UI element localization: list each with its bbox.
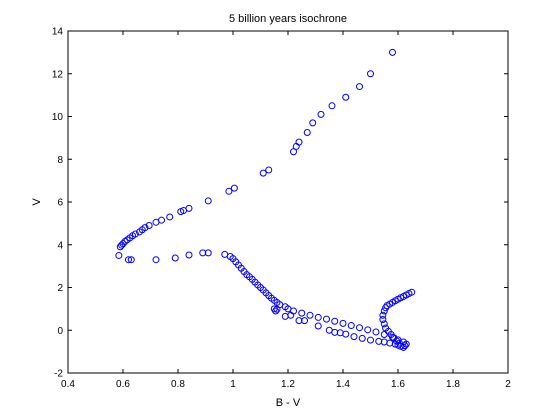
chart-title: 5 billion years isochrone bbox=[229, 13, 347, 25]
data-point bbox=[323, 315, 330, 323]
y-tick-label: 8 bbox=[57, 155, 63, 166]
data-point bbox=[273, 305, 281, 313]
data-point bbox=[309, 119, 317, 127]
data-point bbox=[136, 228, 143, 236]
data-points bbox=[115, 48, 416, 351]
data-point bbox=[380, 320, 388, 328]
data-point bbox=[339, 319, 347, 327]
y-tick-label: 14 bbox=[52, 27, 64, 38]
data-point bbox=[127, 256, 135, 264]
data-point bbox=[380, 307, 388, 315]
data-point bbox=[356, 83, 363, 91]
x-tick-label: 1 bbox=[230, 379, 236, 390]
data-point bbox=[123, 236, 131, 244]
data-point bbox=[347, 322, 355, 330]
data-point bbox=[331, 317, 339, 325]
data-point bbox=[204, 197, 212, 205]
data-point bbox=[358, 334, 366, 342]
data-point bbox=[225, 187, 233, 195]
data-point bbox=[301, 317, 308, 325]
data-point bbox=[125, 256, 132, 264]
data-point bbox=[265, 166, 273, 174]
data-point bbox=[379, 316, 387, 324]
data-point bbox=[389, 48, 396, 56]
y-tick-label: 12 bbox=[52, 69, 64, 80]
y-tick-label: -2 bbox=[54, 369, 63, 380]
data-point bbox=[298, 309, 306, 317]
data-point bbox=[306, 311, 314, 319]
data-point bbox=[342, 93, 350, 101]
data-point bbox=[364, 326, 372, 334]
data-point bbox=[116, 243, 124, 251]
data-point bbox=[356, 324, 363, 332]
y-tick-label: 6 bbox=[57, 198, 63, 209]
data-point bbox=[397, 342, 405, 350]
y-tick-label: 10 bbox=[52, 112, 64, 123]
x-tick-label: 0.4 bbox=[61, 379, 75, 390]
data-point bbox=[145, 222, 153, 230]
data-point bbox=[177, 208, 185, 216]
x-axis-ticks: 0.4 0.6 0.8 1 1.2 1.4 1.6 1.8 2 bbox=[61, 31, 511, 390]
data-point bbox=[401, 342, 409, 350]
x-tick-label: 2 bbox=[505, 379, 511, 390]
data-point bbox=[367, 70, 374, 78]
data-point bbox=[230, 184, 238, 192]
data-point bbox=[204, 249, 212, 257]
data-point bbox=[292, 142, 300, 150]
data-point bbox=[185, 251, 193, 259]
y-axis-label: V bbox=[31, 198, 43, 206]
x-axis-label: B - V bbox=[276, 397, 301, 409]
data-point bbox=[350, 333, 358, 341]
data-point bbox=[290, 148, 297, 156]
data-point bbox=[259, 169, 267, 177]
y-axis-ticks: -2 0 2 4 6 8 10 12 14 bbox=[52, 27, 508, 380]
y-tick-label: 2 bbox=[57, 283, 63, 294]
data-point bbox=[166, 213, 174, 221]
x-tick-label: 1.6 bbox=[391, 379, 405, 390]
x-tick-label: 1.4 bbox=[336, 379, 350, 390]
data-point bbox=[314, 322, 322, 330]
data-point bbox=[317, 110, 325, 118]
data-point bbox=[367, 336, 374, 344]
data-point bbox=[408, 288, 416, 296]
x-tick-label: 1.2 bbox=[281, 379, 295, 390]
data-point bbox=[379, 311, 387, 319]
data-point bbox=[314, 313, 322, 321]
data-point bbox=[272, 307, 280, 315]
data-point bbox=[171, 254, 179, 262]
data-point bbox=[152, 256, 160, 264]
x-tick-label: 0.6 bbox=[116, 379, 130, 390]
y-tick-label: 4 bbox=[57, 240, 63, 251]
y-tick-label: 0 bbox=[57, 326, 63, 337]
data-point bbox=[303, 129, 311, 137]
data-point bbox=[152, 218, 160, 226]
data-point bbox=[342, 330, 350, 338]
data-point bbox=[115, 251, 123, 259]
data-point bbox=[382, 324, 390, 332]
data-point bbox=[328, 102, 336, 110]
data-point bbox=[118, 241, 126, 249]
data-point bbox=[372, 328, 380, 336]
data-point bbox=[287, 311, 295, 319]
x-tick-label: 0.8 bbox=[171, 379, 185, 390]
x-tick-label: 1.8 bbox=[446, 379, 460, 390]
plot-background bbox=[68, 31, 508, 373]
